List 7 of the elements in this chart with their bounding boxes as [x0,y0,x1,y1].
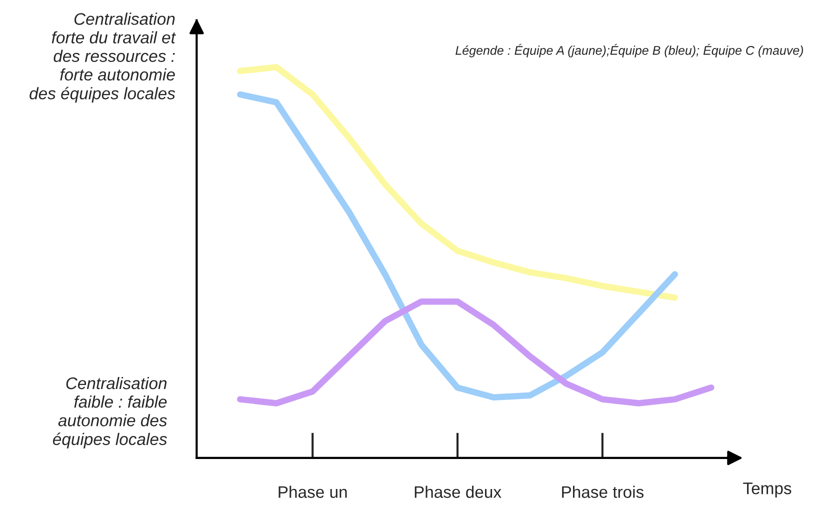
x-tick-label: Phase un [278,486,347,498]
text: Centralisation forte du travail et des ressources : forte autonomie des équipes locales [30,12,176,103]
text: Centralisation faible : faible autonomie des équipes locales [52,376,167,448]
text: Légende : Équipe A (jaune);Équipe B (bleu); Équipe C (mauve) [456,44,804,58]
x-axis-title: Temps [743,482,792,498]
x-tick-label: Phase deux [414,486,502,498]
x-tick-label: Phase trois [562,486,644,498]
